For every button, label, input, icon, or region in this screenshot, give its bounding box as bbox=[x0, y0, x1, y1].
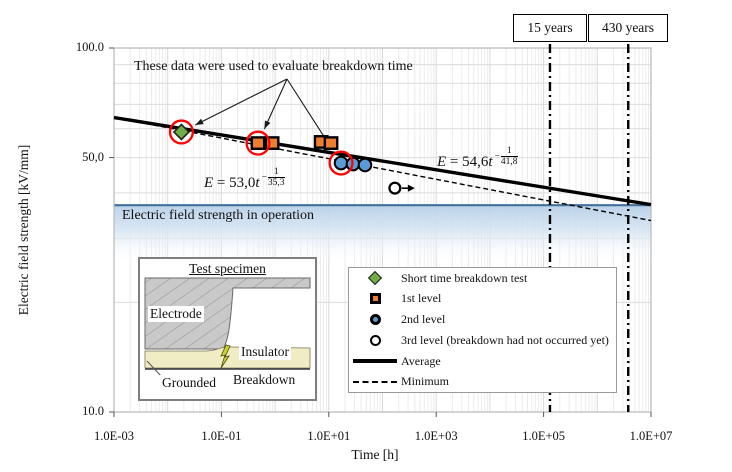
y-tick-label: 50,0 bbox=[82, 149, 104, 164]
marker-1st-level bbox=[323, 136, 339, 150]
x-tick-label: 1.0E+07 bbox=[629, 429, 673, 443]
legend-item-3rd-level: 3rd level (breakdown had not occurred ye… bbox=[349, 330, 616, 351]
trend-line-average bbox=[113, 115, 652, 207]
y-tick-label: 100.0 bbox=[75, 40, 104, 54]
band-label: Electric field strength in operation bbox=[122, 208, 315, 223]
time-continues-arrowhead bbox=[407, 184, 415, 192]
circle-marker-icon bbox=[349, 314, 401, 326]
trend-line-minimum bbox=[113, 116, 652, 222]
breakdown-label: Breakdown bbox=[231, 372, 298, 388]
legend-item-1st-level: 1st level bbox=[349, 289, 616, 310]
solid-line-icon bbox=[349, 359, 401, 363]
inset-title: Test specimen bbox=[189, 261, 266, 276]
x-tick-label: 1.0E+03 bbox=[414, 429, 458, 443]
legend-item-minimum: Minimum bbox=[349, 371, 616, 392]
test-specimen-inset: Test specimen Electrode Insulator Ground… bbox=[138, 257, 317, 401]
marker-1st-level bbox=[250, 136, 266, 150]
diamond-marker-icon bbox=[349, 271, 401, 286]
grounded-label: Grounded bbox=[160, 375, 218, 391]
x-tick-label: 1.0E+01 bbox=[307, 429, 351, 443]
square-marker-icon bbox=[349, 293, 401, 305]
legend: Short time breakdown test 1st level 2nd … bbox=[348, 267, 617, 393]
marker-2nd-level bbox=[357, 157, 373, 173]
marker-2nd-level bbox=[333, 155, 349, 171]
highlight-red-circle bbox=[328, 150, 354, 176]
tick-marks bbox=[109, 47, 652, 417]
x-tick-label: 1.0E-01 bbox=[201, 429, 242, 443]
marker-3rd-level bbox=[388, 181, 402, 195]
y-tick-label: 10.0 bbox=[82, 404, 104, 418]
y-axis-title: Electric field strength [kV/mm] bbox=[16, 144, 31, 316]
reference-box-15-years: 15 years bbox=[513, 14, 587, 42]
equation-minimum: E = 53,0t −1 35,3 bbox=[204, 167, 285, 191]
x-tick-label: 1.0E-03 bbox=[94, 429, 134, 443]
x-tick-label: 1.0E+05 bbox=[522, 429, 565, 443]
electrode-label: Electrode bbox=[148, 306, 204, 322]
annotation-text: These data were used to evaluate breakdo… bbox=[134, 59, 413, 74]
legend-item-2nd-level: 2nd level bbox=[349, 309, 616, 330]
highlight-red-circle bbox=[245, 130, 271, 156]
marker-1st-level bbox=[264, 136, 280, 150]
open-circle-marker-icon bbox=[349, 334, 401, 346]
marker-short-time bbox=[172, 123, 191, 141]
insulator-label: Insulator bbox=[239, 344, 291, 360]
legend-item-average: Average bbox=[349, 351, 616, 372]
highlight-red-circle bbox=[168, 119, 194, 145]
equation-average: E = 54,6t −1 41,8 bbox=[437, 146, 518, 170]
operation-band bbox=[114, 204, 651, 264]
reference-box-430-years: 430 years bbox=[588, 14, 668, 42]
equation-average-base: E = 54,6t bbox=[437, 153, 493, 170]
plot-border bbox=[113, 47, 652, 413]
dashed-line-icon bbox=[349, 380, 401, 383]
equation-minimum-base: E = 53,0t bbox=[204, 174, 260, 191]
breakdown-bolt-icon bbox=[220, 344, 231, 369]
legend-item-short-time: Short time breakdown test bbox=[349, 268, 616, 289]
x-axis-title: Time [h] bbox=[351, 447, 399, 462]
data-markers bbox=[172, 123, 415, 195]
